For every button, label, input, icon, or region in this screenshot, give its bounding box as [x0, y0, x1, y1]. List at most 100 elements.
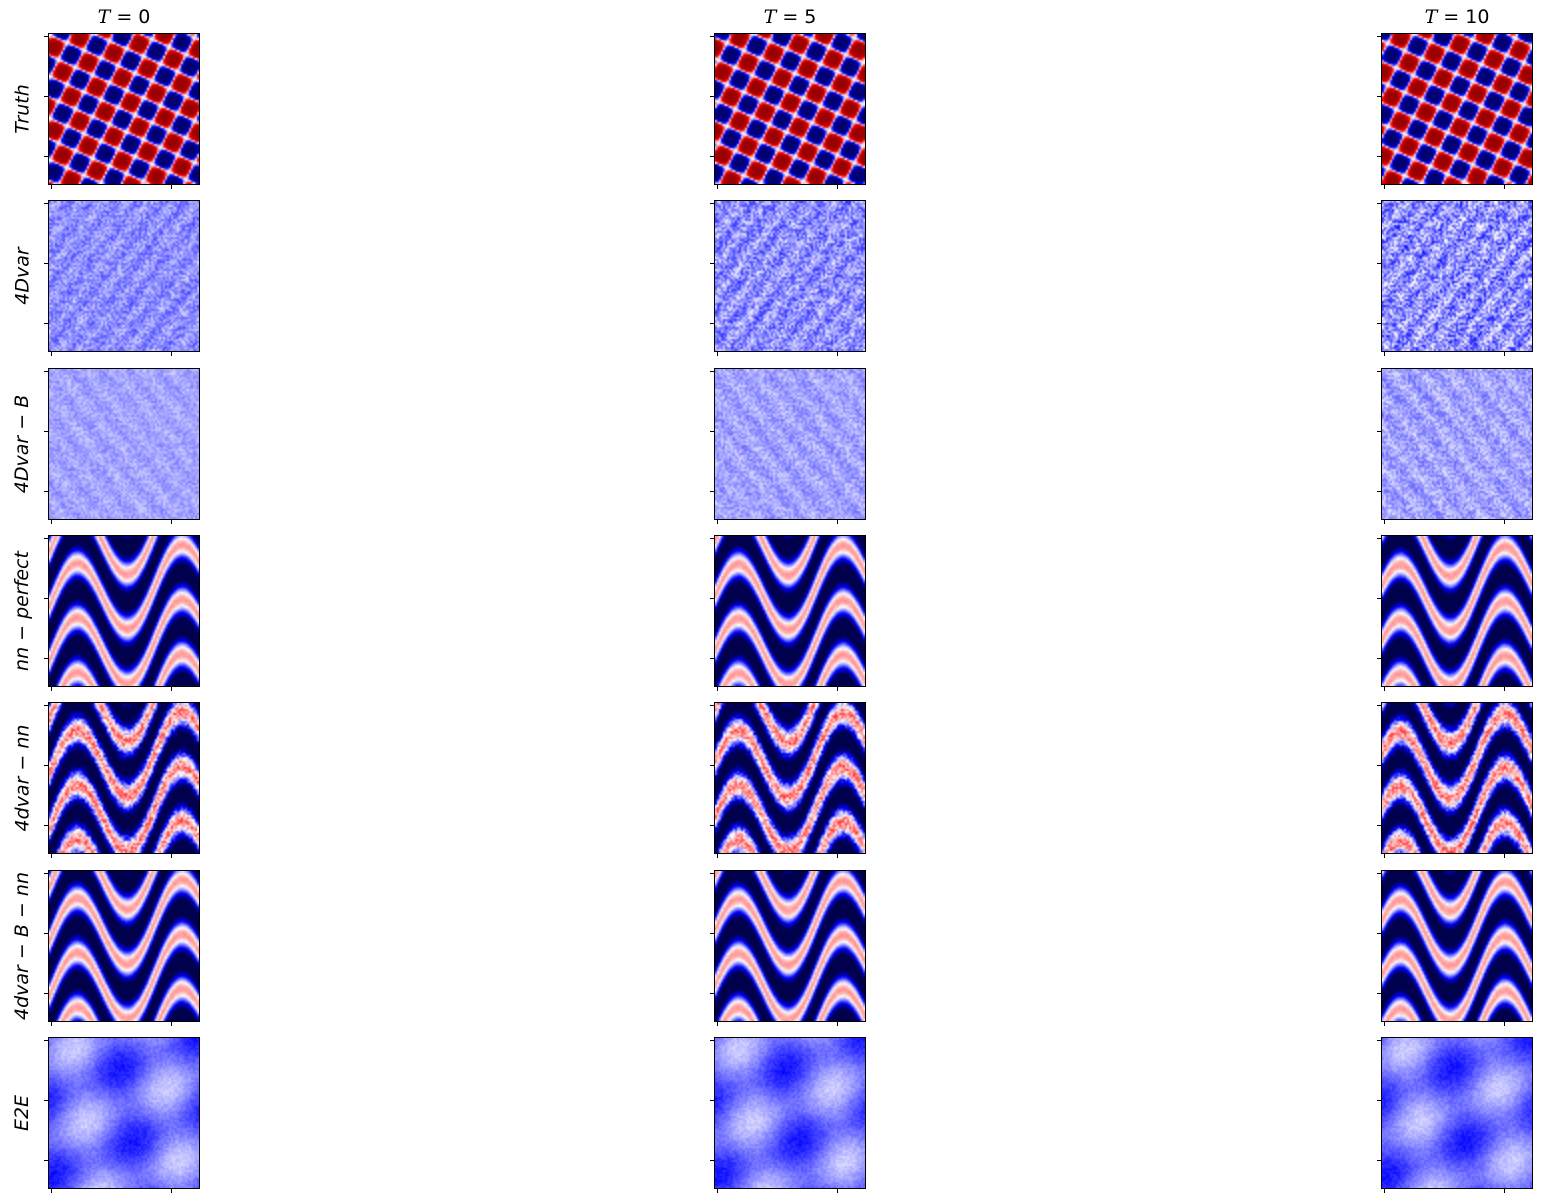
- y-tick: [1377, 933, 1381, 934]
- y-tick: [1377, 36, 1381, 37]
- y-tick: [1377, 203, 1381, 204]
- y-tick: [710, 1040, 714, 1041]
- y-tick: [1377, 873, 1381, 874]
- x-tick: [1504, 854, 1505, 858]
- heatmap-image: [1382, 703, 1532, 853]
- y-tick: [44, 1040, 48, 1041]
- y-tick: [1377, 1040, 1381, 1041]
- row-label: Truth: [11, 84, 34, 134]
- y-tick: [1377, 765, 1381, 766]
- y-tick: [710, 263, 714, 264]
- y-tick: [44, 156, 48, 157]
- y-tick: [44, 765, 48, 766]
- heatmap-image: [715, 703, 865, 853]
- y-tick: [44, 263, 48, 264]
- x-tick: [837, 1022, 838, 1026]
- y-tick: [710, 156, 714, 157]
- y-tick: [710, 36, 714, 37]
- y-tick: [710, 491, 714, 492]
- heatmap-panel: [710, 368, 866, 524]
- heatmap-image: [49, 34, 199, 184]
- y-tick: [44, 705, 48, 706]
- y-tick: [1377, 1100, 1381, 1101]
- heatmap-panel: [44, 368, 200, 524]
- y-tick: [710, 1160, 714, 1161]
- y-tick: [1377, 705, 1381, 706]
- y-tick: [710, 598, 714, 599]
- y-tick: [1377, 156, 1381, 157]
- y-tick: [1377, 825, 1381, 826]
- y-tick: [710, 765, 714, 766]
- x-tick: [171, 1022, 172, 1026]
- x-tick: [1384, 185, 1385, 189]
- x-tick: [51, 520, 52, 524]
- heatmap-panel: [44, 535, 200, 691]
- x-tick: [51, 352, 52, 356]
- y-tick: [710, 323, 714, 324]
- x-tick: [1504, 185, 1505, 189]
- row-label: 4Dvar − B: [11, 394, 34, 494]
- x-tick: [717, 352, 718, 356]
- heatmap-image: [715, 871, 865, 1021]
- heatmap-panel: [710, 200, 866, 356]
- x-tick: [51, 854, 52, 858]
- x-tick: [171, 185, 172, 189]
- x-tick: [837, 185, 838, 189]
- y-tick: [44, 371, 48, 372]
- y-tick: [44, 933, 48, 934]
- y-tick: [710, 538, 714, 539]
- heatmap-panel: [44, 870, 200, 1026]
- heatmap-panel: [710, 535, 866, 691]
- x-tick: [717, 1189, 718, 1193]
- heatmap-image: [1382, 871, 1532, 1021]
- x-tick: [1384, 352, 1385, 356]
- x-tick: [1504, 352, 1505, 356]
- heatmap-panel: [1377, 33, 1533, 189]
- heatmap-panel: [44, 33, 200, 189]
- heatmap-panel: [44, 1037, 200, 1193]
- column-title-value: = 10: [1437, 6, 1490, 28]
- y-tick: [44, 1160, 48, 1161]
- y-tick: [1377, 96, 1381, 97]
- y-tick: [1377, 993, 1381, 994]
- y-tick: [710, 431, 714, 432]
- x-tick: [837, 520, 838, 524]
- heatmap-image: [715, 34, 865, 184]
- x-tick: [1384, 854, 1385, 858]
- heatmap-image: [49, 1038, 199, 1188]
- x-tick: [1504, 520, 1505, 524]
- y-tick: [710, 825, 714, 826]
- heatmap-panel: [1377, 870, 1533, 1026]
- y-tick: [710, 658, 714, 659]
- y-tick: [44, 1100, 48, 1101]
- heatmap-panel: [1377, 1037, 1533, 1193]
- column-title: T = 0: [44, 6, 204, 28]
- x-tick: [171, 687, 172, 691]
- heatmap-image: [1382, 369, 1532, 519]
- row-label: 4dvar − nn: [10, 724, 33, 832]
- y-tick: [44, 825, 48, 826]
- x-tick: [171, 352, 172, 356]
- x-tick: [837, 352, 838, 356]
- x-tick: [717, 687, 718, 691]
- y-tick: [710, 933, 714, 934]
- x-tick: [837, 1189, 838, 1193]
- row-label: 4dvar − B − nn: [10, 872, 33, 1020]
- heatmap-image: [715, 536, 865, 686]
- y-tick: [44, 96, 48, 97]
- y-tick: [44, 491, 48, 492]
- heatmap-panel: [44, 702, 200, 858]
- y-tick: [710, 371, 714, 372]
- x-tick: [717, 185, 718, 189]
- heatmap-image: [1382, 34, 1532, 184]
- column-title-value: = 0: [110, 6, 151, 28]
- heatmap-panel: [710, 1037, 866, 1193]
- heatmap-panel: [1377, 200, 1533, 356]
- x-tick: [717, 520, 718, 524]
- y-tick: [1377, 538, 1381, 539]
- x-tick: [717, 1022, 718, 1026]
- y-tick: [1377, 1160, 1381, 1161]
- y-tick: [1377, 491, 1381, 492]
- x-tick: [1504, 1022, 1505, 1026]
